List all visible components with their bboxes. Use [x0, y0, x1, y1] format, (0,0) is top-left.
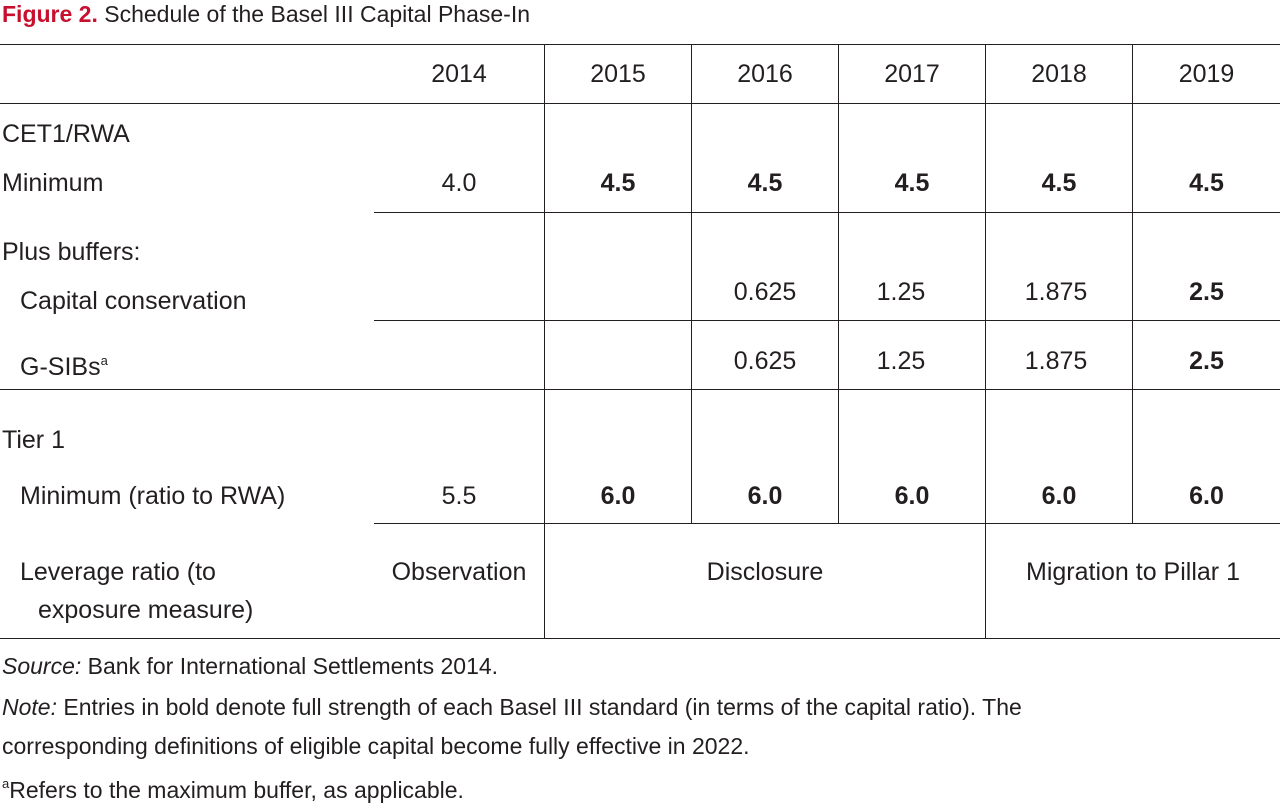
- note-label: Note:: [2, 694, 57, 720]
- cet1-minimum-2016: 4.5: [747, 169, 783, 197]
- gsibs-2016: 0.625: [733, 347, 797, 375]
- table-top-rule: [0, 44, 1280, 45]
- capital-conservation-2017: 1.25: [876, 278, 926, 306]
- buffers-heading: Plus buffers:: [2, 238, 141, 266]
- leverage-phase-disclosure: Disclosure: [706, 558, 824, 586]
- tier1-heading: Tier 1: [2, 426, 65, 454]
- tier1-minimum-rule: [374, 523, 1280, 524]
- gsibs-footnote-marker: a: [100, 353, 108, 368]
- capital-conservation-2016: 0.625: [733, 278, 797, 306]
- year-header-2016: 2016: [737, 60, 793, 88]
- year-header-2014: 2014: [431, 60, 487, 88]
- cet1-minimum-2015: 4.5: [600, 169, 636, 197]
- cet1-minimum-rule: [374, 212, 1280, 213]
- year-header-2019: 2019: [1178, 60, 1235, 88]
- tier1-minimum-2014: 5.5: [441, 482, 477, 510]
- gsibs-label: G-SIBsa: [20, 346, 108, 382]
- tier1-minimum-2017: 6.0: [894, 482, 930, 510]
- cet1-minimum-2019: 4.5: [1189, 169, 1224, 197]
- tier1-minimum-label: Minimum (ratio to RWA): [20, 482, 286, 510]
- capital-conservation-label: Capital conservation: [20, 287, 247, 315]
- col-divider-2015-2016: [691, 44, 692, 524]
- cet1-heading: CET1/RWA: [2, 120, 130, 148]
- footnote-text: Refers to the maximum buffer, as applica…: [9, 777, 464, 803]
- source-label: Source:: [2, 653, 82, 679]
- year-header-2017: 2017: [884, 60, 940, 88]
- leverage-phase-migration: Migration to Pillar 1: [1026, 558, 1240, 586]
- gsibs-2019: 2.5: [1189, 347, 1224, 375]
- figure-caption: Schedule of the Basel III Capital Phase-…: [104, 1, 531, 27]
- note-text-line1: Entries in bold denote full strength of …: [56, 694, 1022, 720]
- cet1-minimum-2018: 4.5: [1041, 169, 1077, 197]
- year-header-2018: 2018: [1031, 60, 1087, 88]
- table-bottom-rule: [0, 638, 1280, 639]
- tier1-minimum-2015: 6.0: [600, 482, 636, 510]
- leverage-label-line2: exposure measure): [38, 596, 254, 624]
- cet1-minimum-2017: 4.5: [894, 169, 930, 197]
- capital-conservation-2018: 1.875: [1024, 278, 1088, 306]
- tier1-minimum-2018: 6.0: [1041, 482, 1077, 510]
- buffers-bottom-rule: [0, 389, 1280, 390]
- source-text: Bank for International Settlements 2014.: [81, 653, 499, 679]
- source-note: Source: Bank for International Settlemen…: [2, 651, 498, 681]
- note-line1: Note: Entries in bold denote full streng…: [2, 692, 1022, 722]
- note-line2: corresponding definitions of eligible ca…: [2, 733, 750, 759]
- gsibs-2018: 1.875: [1024, 347, 1088, 375]
- col-divider-2014-2015: [544, 44, 545, 639]
- tier1-minimum-2016: 6.0: [747, 482, 783, 510]
- col-divider-2017-2018: [985, 44, 986, 639]
- gsibs-2017: 1.25: [876, 347, 926, 375]
- cet1-minimum-label: Minimum: [2, 169, 104, 197]
- capital-conservation-2019: 2.5: [1189, 278, 1224, 306]
- footnote-marker: a: [2, 776, 10, 791]
- capital-conservation-rule: [374, 320, 1280, 321]
- gsibs-label-text: G-SIBs: [20, 353, 101, 381]
- tier1-minimum-2019: 6.0: [1189, 482, 1224, 510]
- cet1-minimum-2014: 4.0: [441, 169, 477, 197]
- figure-label: Figure 2.: [2, 1, 98, 27]
- figure-title: Figure 2. Schedule of the Basel III Capi…: [2, 0, 530, 30]
- leverage-phase-observation: Observation: [391, 558, 527, 586]
- leverage-label-line1: Leverage ratio (to: [20, 558, 216, 586]
- footnote-a: aRefers to the maximum buffer, as applic…: [2, 769, 464, 805]
- header-bottom-rule: [0, 103, 1280, 104]
- year-header-2015: 2015: [590, 60, 646, 88]
- col-divider-2016-2017: [838, 44, 839, 524]
- col-divider-2018-2019: [1132, 44, 1133, 524]
